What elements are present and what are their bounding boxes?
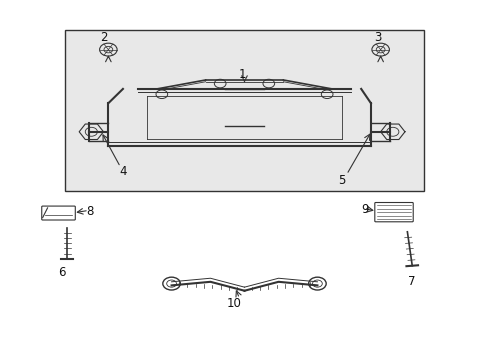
Text: 3: 3 [374,31,381,44]
FancyBboxPatch shape [374,203,412,222]
Text: 8: 8 [86,205,94,218]
Text: 6: 6 [58,266,66,279]
Text: 2: 2 [100,31,107,44]
Text: 5: 5 [337,174,345,186]
Text: 4: 4 [119,165,126,177]
Text: 7: 7 [407,275,415,288]
FancyBboxPatch shape [64,30,424,191]
FancyBboxPatch shape [41,206,75,220]
Text: 9: 9 [361,203,368,216]
Text: 1: 1 [238,68,245,81]
Text: 10: 10 [226,297,241,310]
